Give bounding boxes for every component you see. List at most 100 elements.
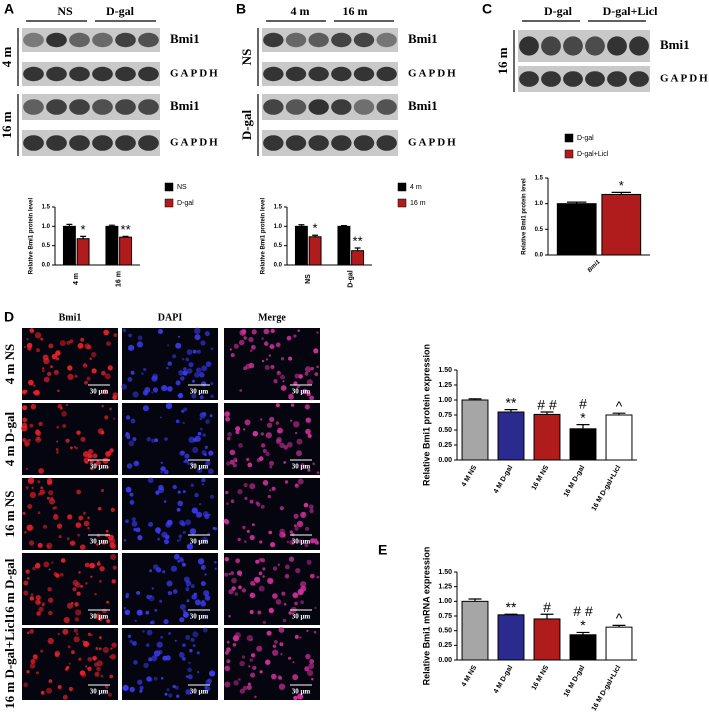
error-bar (298, 224, 305, 227)
cell (96, 666, 101, 672)
cell (143, 367, 147, 372)
cell (268, 530, 273, 535)
cell (38, 606, 44, 613)
error-bar (576, 631, 590, 635)
y-axis-label: Relative Bmi1 protein level (29, 197, 35, 274)
cell (180, 376, 185, 381)
cell (243, 428, 246, 431)
cell (202, 627, 208, 633)
cell (279, 642, 284, 647)
cell (277, 430, 281, 434)
cell (289, 530, 293, 534)
panel-label: E (378, 542, 387, 558)
cell (26, 631, 30, 635)
cell (128, 333, 132, 338)
cell (189, 649, 193, 653)
cell (275, 599, 282, 605)
blot-band (285, 66, 307, 82)
cell (152, 387, 159, 393)
cell (126, 435, 131, 440)
cell (313, 348, 319, 354)
blot-band-label: GAPDH (408, 68, 458, 80)
cell (288, 393, 294, 400)
cell (238, 678, 241, 681)
bar (605, 414, 633, 461)
cell (284, 480, 289, 484)
cell (83, 457, 90, 464)
cell (105, 529, 109, 533)
cell (179, 450, 185, 456)
cell (182, 657, 186, 661)
cell (99, 566, 105, 572)
cell (288, 356, 293, 361)
cell (48, 568, 51, 571)
cell (314, 372, 319, 376)
cell (76, 591, 81, 596)
cell (244, 496, 248, 500)
cell (283, 602, 287, 606)
y-tick-label: 0.0 (274, 263, 283, 269)
cell (107, 692, 112, 697)
y-axis-label: Relative Bmi1 protein level (261, 197, 267, 274)
cell (72, 579, 79, 586)
cell (179, 604, 186, 610)
cell (146, 676, 152, 682)
cell (247, 462, 253, 468)
blot-band (629, 36, 649, 56)
blot-band-label: GAPDH (170, 68, 220, 80)
cell (78, 515, 84, 521)
cell (73, 628, 78, 633)
cell (132, 437, 137, 442)
cell (239, 574, 242, 577)
cell (283, 461, 287, 464)
cell (296, 385, 299, 389)
cell (47, 637, 54, 645)
cell (94, 593, 97, 596)
cell (303, 502, 309, 508)
cell (259, 670, 263, 674)
significance-label: ** (506, 394, 517, 410)
cell (30, 403, 36, 410)
cell (122, 328, 127, 333)
cell (52, 506, 56, 510)
cell (29, 423, 34, 428)
cell (249, 483, 256, 490)
cell (163, 619, 169, 625)
cell (57, 405, 60, 409)
cell (109, 448, 114, 453)
cell (22, 405, 28, 411)
cell (264, 343, 268, 346)
cell (129, 500, 135, 505)
y-tick-label: 0.0 (42, 263, 51, 269)
cell (22, 437, 27, 443)
cell (178, 370, 184, 376)
cell (42, 367, 45, 370)
cell (58, 535, 62, 539)
cell (275, 403, 280, 408)
cell (214, 567, 217, 570)
cell (158, 329, 163, 334)
cell (278, 683, 286, 690)
blot-band (331, 66, 352, 82)
cell (97, 428, 104, 435)
cell (31, 486, 34, 489)
cell (57, 389, 60, 393)
blot-band (353, 135, 375, 151)
cell (34, 563, 41, 569)
cell (22, 511, 26, 515)
cell (106, 600, 109, 604)
cell (197, 671, 200, 674)
cell (48, 343, 54, 349)
cell (186, 599, 190, 603)
cell (288, 611, 292, 615)
cell (290, 419, 293, 422)
cell (63, 616, 70, 624)
cell (167, 344, 170, 347)
cell (274, 640, 278, 644)
significance-label: # (579, 395, 587, 411)
cell (36, 437, 40, 441)
blot-band (23, 135, 44, 151)
cell (65, 403, 69, 407)
cell (75, 446, 78, 450)
cell (250, 580, 255, 586)
